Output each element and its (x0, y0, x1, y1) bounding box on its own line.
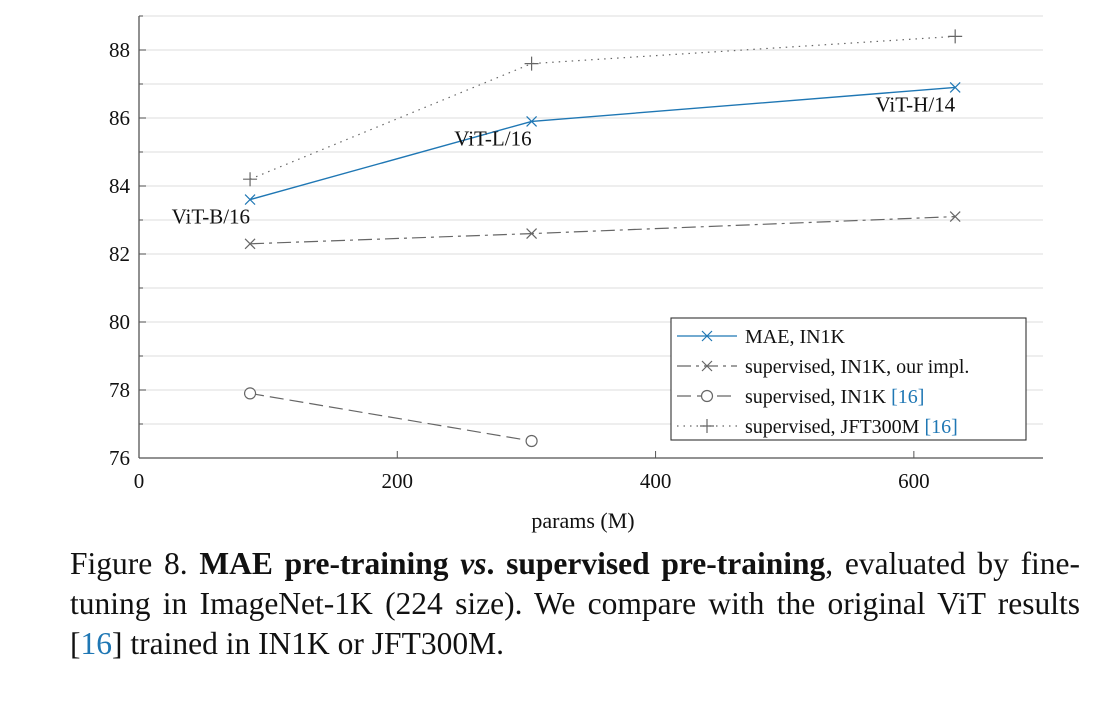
caption-bold-2: . supervised pre-training (486, 546, 826, 581)
data-point (526, 228, 538, 240)
figure-caption: Figure 8. MAE pre-training vs. supervise… (70, 544, 1080, 664)
data-point (526, 115, 538, 127)
y-tick-label: 78 (109, 378, 130, 402)
x-tick-label: 200 (382, 469, 414, 493)
caption-text-1: , evaluated by fine-tuning in ImageNet-1… (70, 546, 1081, 661)
data-point (524, 56, 539, 71)
legend-marker (701, 330, 713, 342)
x-axis-label: params (M) (531, 508, 634, 533)
legend-label: MAE, IN1K (745, 326, 846, 348)
y-tick-label: 88 (109, 38, 130, 62)
series-line-2 (249, 392, 532, 442)
data-point (243, 172, 258, 187)
y-tick-label: 86 (109, 106, 130, 130)
legend-citation[interactable]: [16] (891, 386, 924, 408)
legend-marker (700, 419, 714, 433)
line-chart: 76 78 80 82 84 86 88 0 200 400 600 params (M) ViT-B/… (109, 15, 1043, 533)
caption-bold-1: MAE pre-training (199, 546, 461, 581)
data-point (244, 238, 256, 250)
legend-citation[interactable]: [16] (924, 416, 957, 438)
series-line-1 (250, 216, 956, 245)
series-line-3 (249, 35, 956, 180)
legend-label: supervised, IN1K [16] (745, 386, 924, 408)
caption-citation-link[interactable]: 16 (80, 626, 113, 661)
caption-text-2: ] trained in IN1K or JFT300M. (112, 626, 504, 661)
legend-marker (701, 360, 713, 372)
y-tick-label: 82 (109, 242, 130, 266)
x-tick-label: 400 (640, 469, 672, 493)
data-point (949, 81, 961, 93)
y-tick-label: 84 (109, 174, 131, 198)
annotation-label: ViT-B/16 (172, 205, 250, 229)
legend (670, 317, 1027, 441)
y-tick-label: 80 (109, 310, 130, 334)
data-point (525, 434, 538, 448)
data-point (243, 387, 257, 400)
legend-label: supervised, IN1K, our impl. (745, 356, 969, 378)
x-tick-label: 600 (898, 469, 930, 493)
data-point (244, 194, 256, 206)
annotation-label: ViT-L/16 (454, 126, 531, 150)
legend-label: supervised, JFT300M [16] (745, 416, 958, 438)
series-line-0 (249, 86, 956, 201)
legend-marker (700, 389, 714, 403)
caption-italic: vs (460, 546, 487, 581)
y-tick-label: 76 (109, 446, 130, 470)
data-point (949, 211, 961, 223)
data-point (948, 29, 963, 44)
x-tick-label: 0 (134, 469, 145, 493)
caption-label: Figure 8. (70, 546, 188, 581)
annotation-label: ViT-H/14 (876, 92, 956, 116)
